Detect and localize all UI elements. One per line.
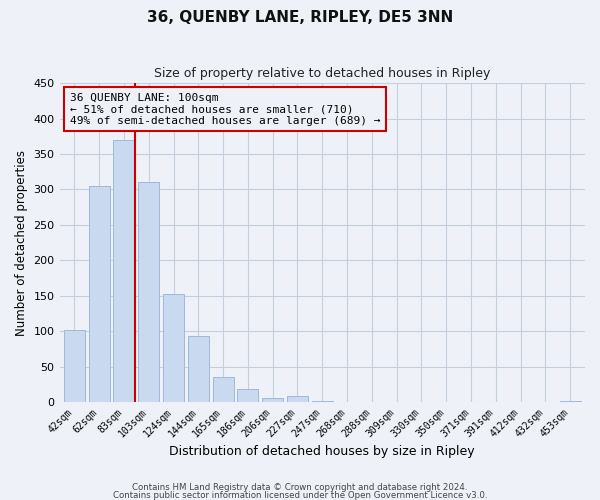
- Bar: [212, 378, 233, 402]
- Y-axis label: Number of detached properties: Number of detached properties: [15, 150, 28, 336]
- Bar: [113, 140, 134, 402]
- Title: Size of property relative to detached houses in Ripley: Size of property relative to detached ho…: [154, 68, 490, 80]
- Bar: [138, 182, 160, 402]
- Text: 36 QUENBY LANE: 100sqm
← 51% of detached houses are smaller (710)
49% of semi-de: 36 QUENBY LANE: 100sqm ← 51% of detached…: [70, 92, 380, 126]
- X-axis label: Distribution of detached houses by size in Ripley: Distribution of detached houses by size …: [169, 444, 475, 458]
- Text: 36, QUENBY LANE, RIPLEY, DE5 3NN: 36, QUENBY LANE, RIPLEY, DE5 3NN: [147, 10, 453, 25]
- Bar: [188, 336, 209, 402]
- Bar: [89, 186, 110, 402]
- Bar: [262, 398, 283, 402]
- Bar: [238, 388, 259, 402]
- Bar: [287, 396, 308, 402]
- Text: Contains public sector information licensed under the Open Government Licence v3: Contains public sector information licen…: [113, 490, 487, 500]
- Text: Contains HM Land Registry data © Crown copyright and database right 2024.: Contains HM Land Registry data © Crown c…: [132, 484, 468, 492]
- Bar: [163, 294, 184, 402]
- Bar: [64, 330, 85, 402]
